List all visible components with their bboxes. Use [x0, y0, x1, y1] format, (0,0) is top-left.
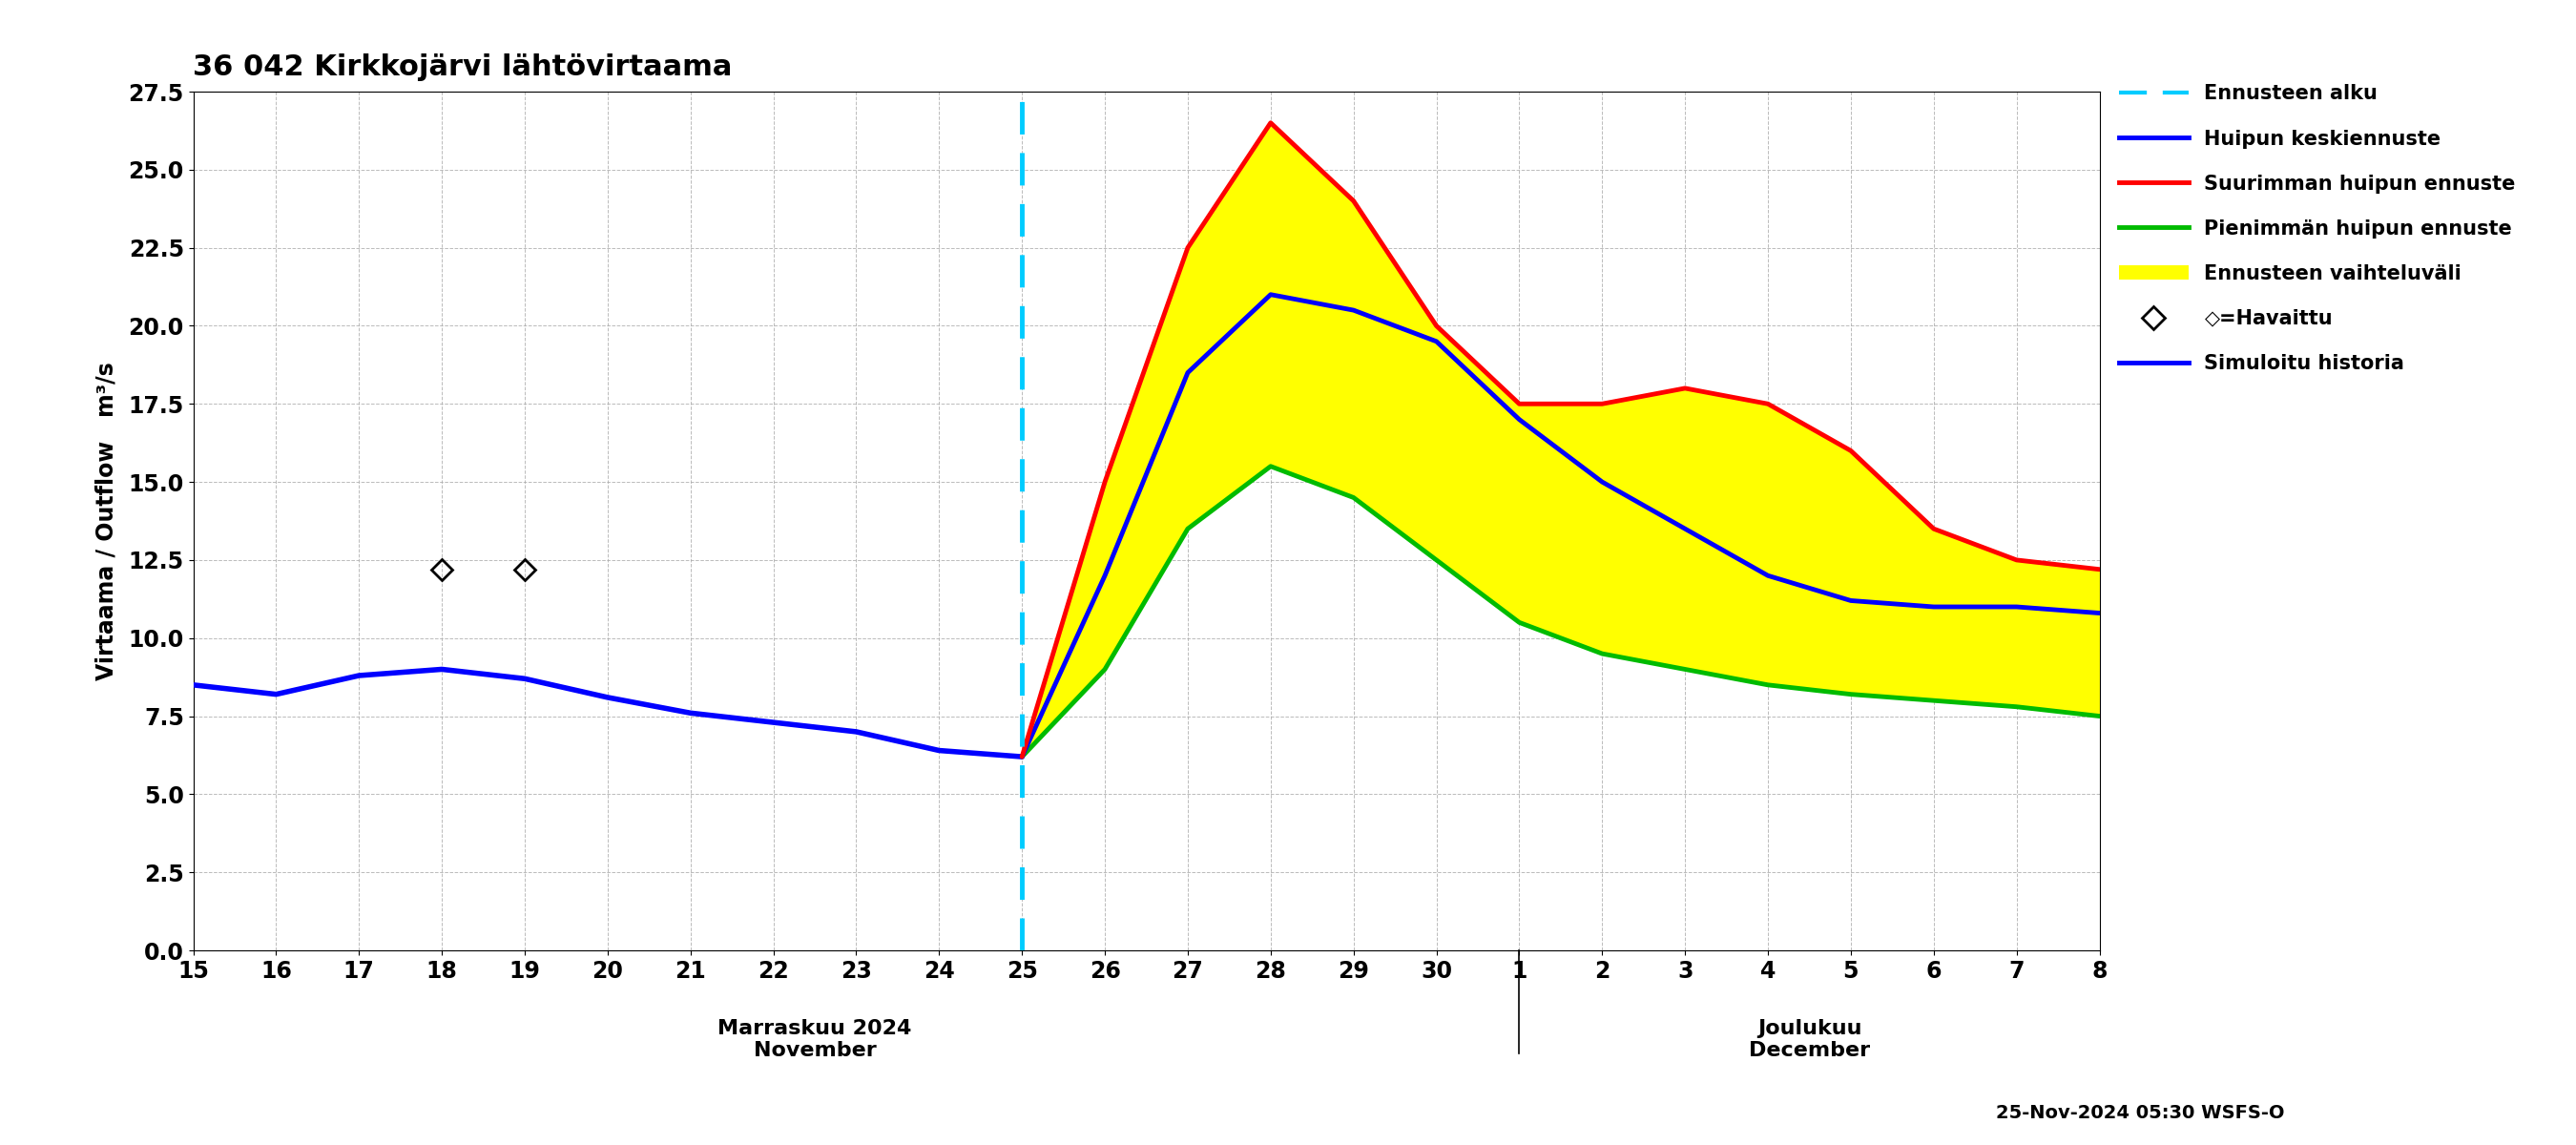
Text: 25-Nov-2024 05:30 WSFS-O: 25-Nov-2024 05:30 WSFS-O [1996, 1104, 2285, 1122]
Text: 36 042 Kirkkojärvi lähtövirtaama: 36 042 Kirkkojärvi lähtövirtaama [193, 54, 732, 81]
Text: Marraskuu 2024
November: Marraskuu 2024 November [719, 1019, 912, 1060]
Legend: Ennusteen alku, Huipun keskiennuste, Suurimman huipun ennuste, Pienimmän huipun : Ennusteen alku, Huipun keskiennuste, Suu… [2120, 85, 2517, 373]
Y-axis label: Virtaama / Outflow   m³/s: Virtaama / Outflow m³/s [95, 362, 118, 680]
Text: Joulukuu
December: Joulukuu December [1749, 1019, 1870, 1060]
